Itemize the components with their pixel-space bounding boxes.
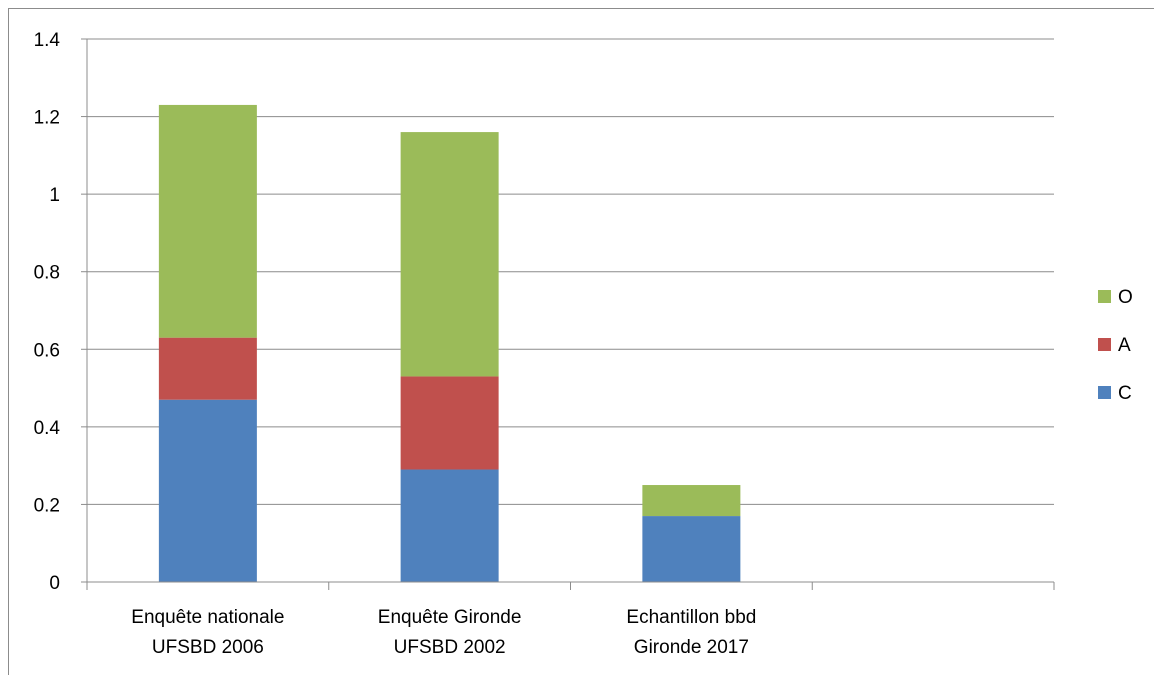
legend-label-c: C xyxy=(1118,383,1132,404)
bar-segment-a xyxy=(158,337,257,400)
bar-segment-o xyxy=(642,485,741,517)
chart-frame xyxy=(8,8,1154,675)
legend-label-o: O xyxy=(1118,287,1133,308)
legend-swatch-a xyxy=(1098,338,1111,351)
y-tick-label: 0.2 xyxy=(34,495,60,516)
x-category-label: UFSBD 2002 xyxy=(394,637,506,658)
y-tick-label: 0 xyxy=(49,573,60,594)
y-tick-label: 1.2 xyxy=(34,108,60,129)
legend-label-a: A xyxy=(1118,335,1131,356)
x-category-label: Enquête Gironde xyxy=(378,607,522,628)
legend-swatch-c xyxy=(1098,386,1111,399)
y-tick-label: 0.6 xyxy=(34,340,60,361)
axes xyxy=(86,39,1055,590)
bar-segment-a xyxy=(400,376,499,470)
x-axis-labels: Enquête nationale UFSBD 2006 Enquête Giron… xyxy=(131,607,756,658)
bar-segment-c xyxy=(642,516,741,582)
bar-segment-o xyxy=(158,104,257,338)
y-tick-label: 1.4 xyxy=(34,30,61,51)
bars xyxy=(158,104,741,582)
legend-swatch-o xyxy=(1098,290,1111,303)
bar-segment-c xyxy=(400,469,499,582)
x-category-label: Enquête nationale xyxy=(131,607,284,628)
gridlines xyxy=(87,38,1054,505)
x-category-label: Echantillon bbd xyxy=(626,607,756,628)
bar-segment-o xyxy=(400,132,499,377)
y-axis-ticks: 0 0.2 0.4 0.6 0.8 1 1.2 1.4 xyxy=(34,30,87,594)
x-category-label: Gironde 2017 xyxy=(634,637,749,658)
legend: O A C xyxy=(1098,287,1133,404)
x-category-label: UFSBD 2006 xyxy=(152,637,264,658)
bar-segment-c xyxy=(158,399,257,582)
y-tick-label: 0.8 xyxy=(34,263,60,284)
y-tick-label: 0.4 xyxy=(34,418,61,439)
y-tick-label: 1 xyxy=(49,185,60,206)
